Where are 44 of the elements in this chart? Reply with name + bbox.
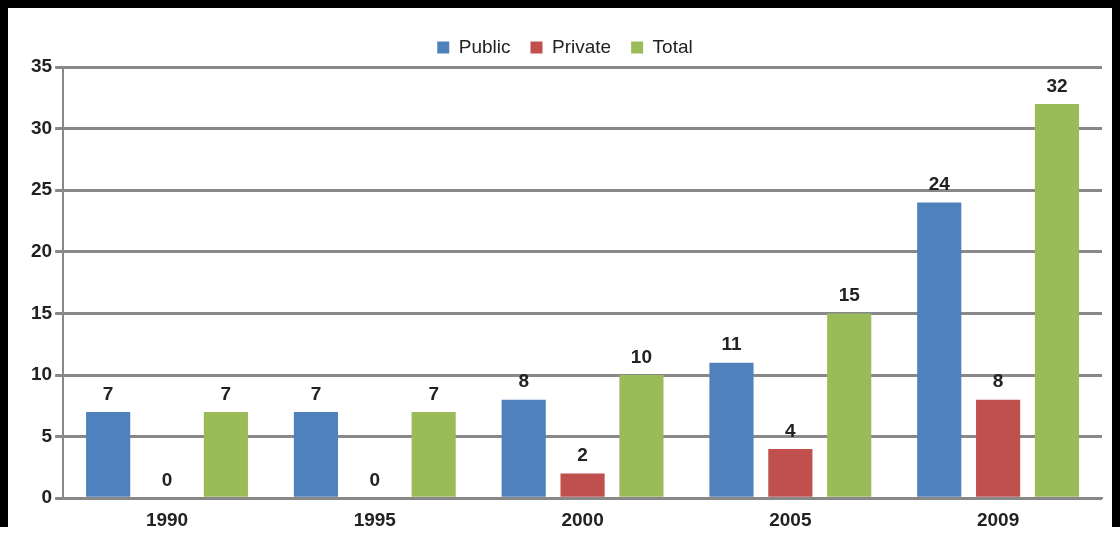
y-tick-label: 35 xyxy=(30,55,53,77)
data-label: 24 xyxy=(928,173,951,195)
data-label: 0 xyxy=(161,468,173,490)
data-label: 8 xyxy=(992,370,1004,392)
data-label: 15 xyxy=(838,284,861,306)
y-tick-label: 15 xyxy=(30,301,53,323)
x-tick-label: 1995 xyxy=(353,508,397,530)
x-tick-label: 2005 xyxy=(769,508,812,530)
data-label: 7 xyxy=(220,382,232,404)
data-label: 2 xyxy=(577,444,588,466)
y-tick-label: 30 xyxy=(30,116,53,138)
y-tick-label: 0 xyxy=(41,486,53,508)
bar xyxy=(768,448,813,497)
y-tick-label: 20 xyxy=(30,240,53,262)
bar xyxy=(411,411,456,497)
bar xyxy=(917,202,962,497)
y-tick-label: 25 xyxy=(30,178,53,200)
bar xyxy=(293,411,338,497)
legend-label: Total xyxy=(652,35,693,57)
x-tick-label: 1990 xyxy=(145,508,189,530)
data-label: 0 xyxy=(369,468,381,490)
data-label: 4 xyxy=(785,419,797,441)
legend-label: Public xyxy=(458,35,511,57)
bar xyxy=(619,375,664,497)
bar xyxy=(709,362,754,497)
bar xyxy=(976,399,1021,497)
y-tick-label: 5 xyxy=(41,424,53,446)
x-tick-label: 2000 xyxy=(561,508,604,530)
y-tick-label: 10 xyxy=(30,363,53,385)
data-label: 11 xyxy=(721,333,742,355)
data-label: 8 xyxy=(518,370,529,392)
bar xyxy=(203,411,248,497)
data-label: 7 xyxy=(310,382,322,404)
bar xyxy=(501,399,546,497)
bar xyxy=(560,473,605,497)
data-label: 10 xyxy=(630,345,653,367)
bar xyxy=(86,411,131,497)
data-label: 7 xyxy=(102,382,114,404)
x-tick-label: 2009 xyxy=(976,508,1020,530)
bar xyxy=(827,313,872,497)
bar xyxy=(1034,103,1080,497)
data-label: 32 xyxy=(1046,74,1068,96)
legend-label: Private xyxy=(551,35,612,57)
data-label: 7 xyxy=(428,382,439,404)
